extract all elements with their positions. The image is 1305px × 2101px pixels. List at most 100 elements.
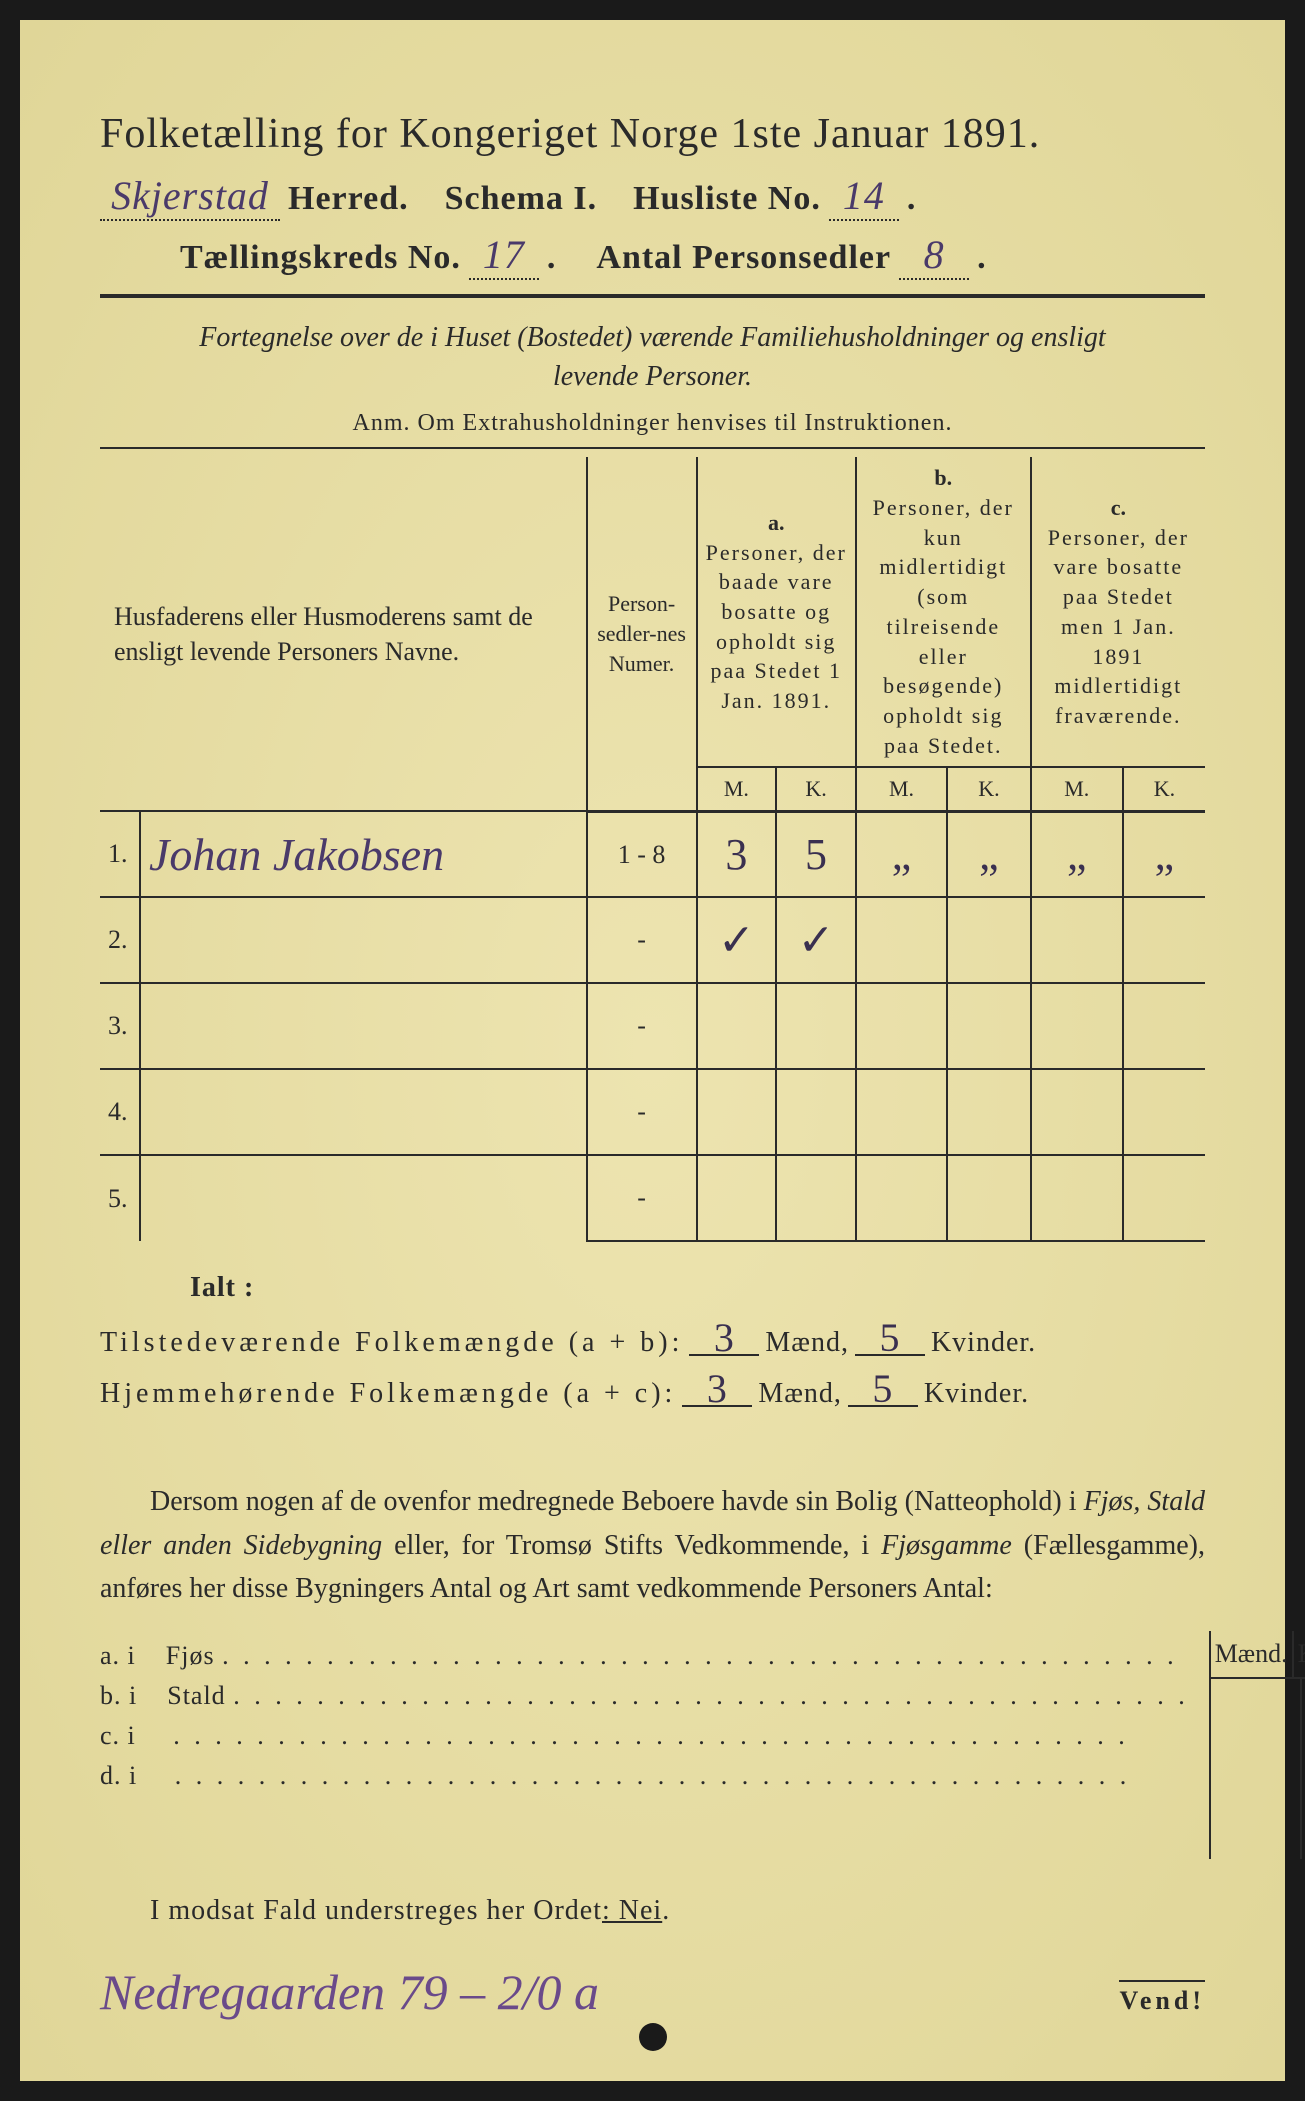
col-b-text: Personer, der kun midlertidigt (som tilr… [873, 495, 1014, 758]
herred-value: Skjerstad [100, 172, 280, 221]
row-c-k: „ [1123, 811, 1205, 897]
col-a-text: Personer, der baade vare bosatte og opho… [706, 540, 847, 713]
header-row-2: Tællingskreds No. 17 . Antal Personsedle… [100, 231, 1205, 280]
row-a-m [697, 983, 777, 1069]
totals-row1-m: 3 [689, 1322, 759, 1356]
row-num: 4. [100, 1069, 140, 1155]
husliste-value: 14 [829, 172, 899, 221]
totals-row1-k: 5 [855, 1322, 925, 1356]
row-c-k [1123, 1069, 1205, 1155]
schema-label: Schema I. [445, 180, 598, 218]
herred-label: Herred. [288, 180, 409, 218]
maend-label: Mænd, [758, 1378, 842, 1410]
side-col-m [1211, 1679, 1303, 1859]
row-a-k [776, 983, 856, 1069]
row-name [140, 1069, 587, 1155]
col-c-letter: c. [1111, 495, 1126, 520]
row-numer: - [587, 897, 697, 983]
side-count-box: Mænd. Kvinder. [1209, 1631, 1305, 1859]
totals-row-1: Tilstedeværende Folkemængde (a + b): 3 M… [100, 1322, 1205, 1359]
col-c-k: K. [1123, 767, 1205, 811]
col-b: b. Personer, der kun midlertidigt (som t… [856, 457, 1031, 767]
row-c-m [1031, 1069, 1123, 1155]
antal-label: Antal Personsedler [596, 239, 891, 277]
side-row: b. i Stald [100, 1681, 1189, 1711]
row-name: Johan Jakobsen [140, 811, 587, 897]
row-name [140, 897, 587, 983]
husliste-label: Husliste No. [633, 180, 821, 218]
row-b-m [856, 1069, 947, 1155]
row-a-m: 3 [697, 811, 777, 897]
table-row: 5. - [100, 1155, 1205, 1241]
totals-row2-m: 3 [682, 1373, 752, 1407]
rule [100, 294, 1205, 298]
row-b-m [856, 983, 947, 1069]
households-table: Husfaderens eller Husmoderens samt de en… [100, 457, 1205, 1242]
side-rows: a. i Fjøs b. i Stald c. i d. i [100, 1631, 1209, 1859]
maend-label: Mænd, [765, 1327, 849, 1359]
census-form-page: Folketælling for Kongeriget Norge 1ste J… [20, 20, 1285, 2081]
row-num: 1. [100, 811, 140, 897]
row-b-m [856, 1155, 947, 1241]
row-a-k: 5 [776, 811, 856, 897]
header-row-1: Skjerstad Herred. Schema I. Husliste No.… [100, 172, 1205, 221]
row-name [140, 983, 587, 1069]
row-a-k: ✓ [776, 897, 856, 983]
totals-row-2: Hjemmehørende Folkemængde (a + c): 3 Mæn… [100, 1373, 1205, 1410]
row-b-k: „ [947, 811, 1031, 897]
row-b-k [947, 1069, 1031, 1155]
row-b-m [856, 897, 947, 983]
subtitle-1: Fortegnelse over de i Huset (Bostedet) v… [199, 322, 1105, 353]
bottom-handwritten: Nedregaarden 79 – 2/0 a [100, 1963, 599, 2021]
col-b-letter: b. [934, 465, 952, 490]
row-a-k [776, 1155, 856, 1241]
col-a-m: M. [697, 767, 777, 811]
row-b-k [947, 1155, 1031, 1241]
side-row: d. i [100, 1761, 1189, 1791]
rule [100, 447, 1205, 449]
subtitle-2: levende Personer. [553, 361, 752, 392]
col-a-letter: a. [768, 510, 785, 535]
anm-note: Anm. Om Extrahusholdninger henvises til … [100, 410, 1205, 437]
row-b-k [947, 983, 1031, 1069]
kreds-label: Tællingskreds No. [180, 239, 461, 277]
col-c: c. Personer, der vare bosatte paa Stedet… [1031, 457, 1205, 767]
col-numer: Person-sedler-nes Numer. [587, 457, 697, 811]
row-numer: 1 - 8 [587, 811, 697, 897]
row-a-m: ✓ [697, 897, 777, 983]
col-a-k: K. [776, 767, 856, 811]
subtitle: Fortegnelse over de i Huset (Bostedet) v… [100, 318, 1205, 396]
totals-section: Ialt : Tilstedeværende Folkemængde (a + … [100, 1272, 1205, 1410]
page-title: Folketælling for Kongeriget Norge 1ste J… [100, 110, 1205, 158]
row-c-m [1031, 897, 1123, 983]
row-a-k [776, 1069, 856, 1155]
side-row: a. i Fjøs [100, 1641, 1189, 1671]
col-c-text: Personer, der vare bosatte paa Stedet me… [1048, 525, 1189, 728]
row-num: 5. [100, 1155, 140, 1241]
side-row: c. i [100, 1721, 1189, 1751]
side-hdr-k: Kvinder. [1294, 1631, 1305, 1677]
col-a: a. Personer, der baade vare bosatte og o… [697, 457, 856, 767]
col-b-m: M. [856, 767, 947, 811]
table-row: 1.Johan Jakobsen1 - 835„„„„ [100, 811, 1205, 897]
punch-hole [639, 2023, 667, 2051]
totals-row2-label: Hjemmehørende Folkemængde (a + c): [100, 1378, 676, 1410]
table-row: 4.- [100, 1069, 1205, 1155]
nei-line: I modsat Fald understreges her Ordet: Ne… [100, 1895, 1205, 1927]
row-num: 3. [100, 983, 140, 1069]
bottom-row: Nedregaarden 79 – 2/0 a Vend! [100, 1963, 1205, 2021]
row-b-k [947, 897, 1031, 983]
totals-row2-k: 5 [848, 1373, 918, 1407]
col-names-text: Husfaderens eller Husmoderens samt de en… [114, 602, 533, 666]
kvinder-label: Kvinder. [924, 1378, 1029, 1410]
col-c-m: M. [1031, 767, 1123, 811]
side-table: a. i Fjøs b. i Stald c. i d. i Mænd. Kvi… [100, 1631, 1205, 1859]
row-b-m: „ [856, 811, 947, 897]
row-c-m [1031, 1155, 1123, 1241]
table-row: 2.-✓✓ [100, 897, 1205, 983]
vend-label: Vend! [1119, 1980, 1205, 2016]
antal-value: 8 [899, 231, 969, 280]
row-numer: - [587, 1155, 697, 1241]
row-a-m [697, 1069, 777, 1155]
kvinder-label: Kvinder. [931, 1327, 1036, 1359]
